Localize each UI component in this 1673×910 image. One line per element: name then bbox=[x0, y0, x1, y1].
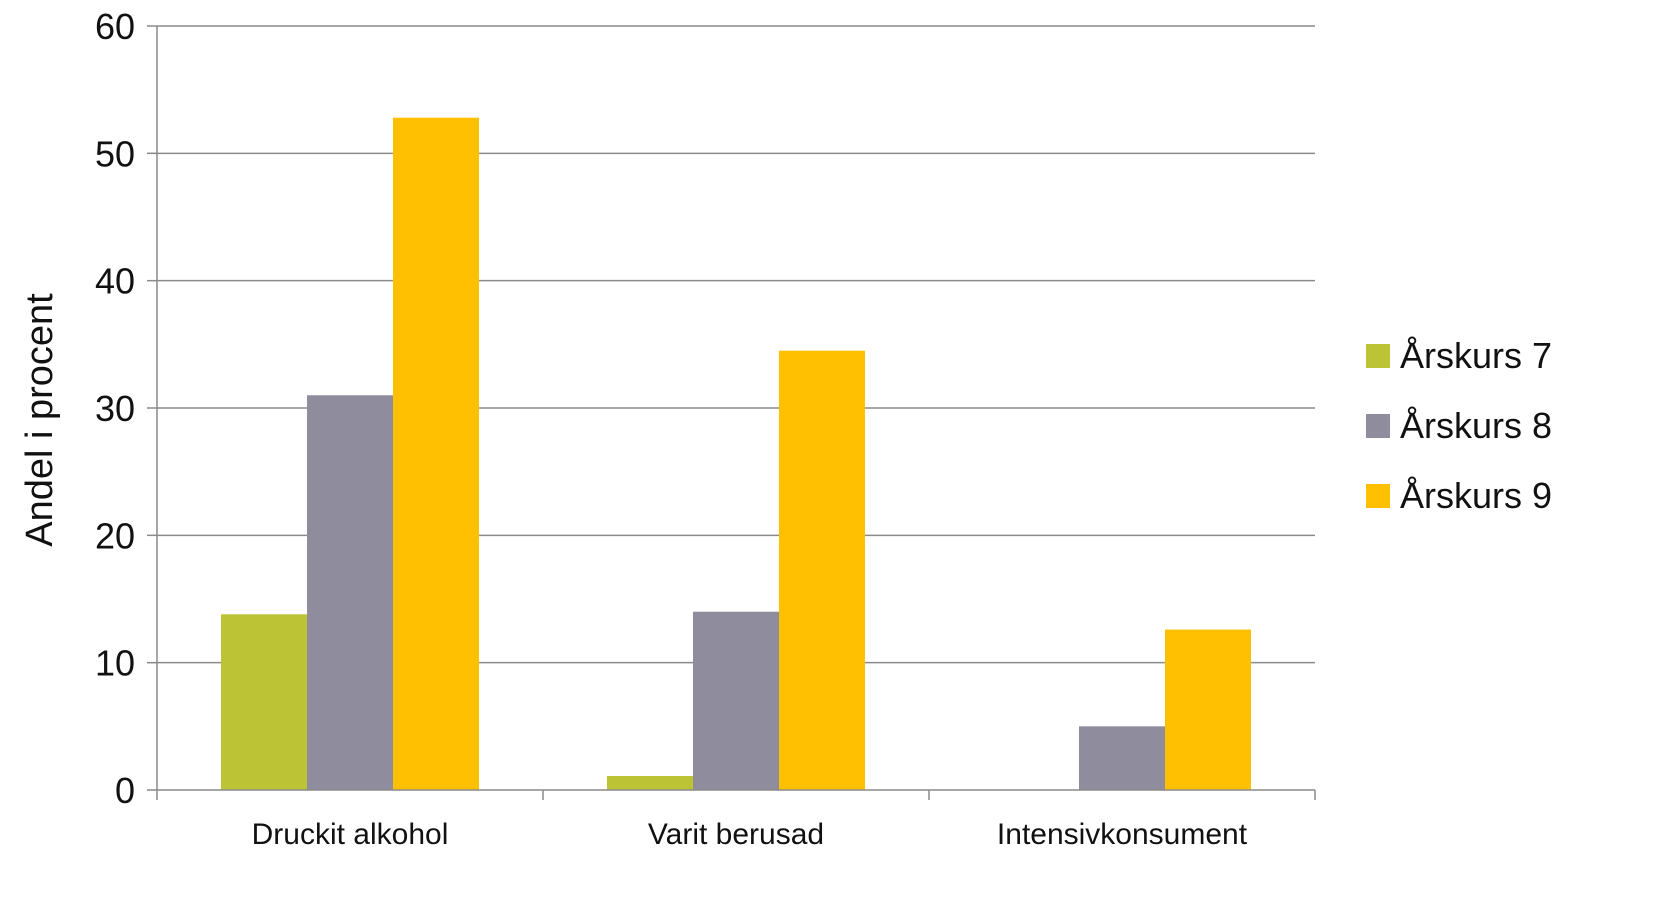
x-tick-label: Intensivkonsument bbox=[997, 818, 1248, 851]
bar-8-2 bbox=[1079, 726, 1165, 790]
bar-8-1 bbox=[693, 611, 779, 790]
bars bbox=[221, 117, 1251, 791]
legend: Årskurs 7 Årskurs 8 Årskurs 9 bbox=[1366, 335, 1552, 516]
legend-swatch bbox=[1366, 344, 1390, 368]
y-tick-label: 50 bbox=[95, 133, 135, 174]
bar-9-0 bbox=[393, 117, 479, 791]
bar-7-1 bbox=[607, 775, 693, 790]
axes bbox=[156, 26, 1316, 800]
x-tick-label: Varit berusad bbox=[648, 818, 824, 851]
y-tick-label: 0 bbox=[115, 770, 135, 811]
x-tick-labels: Druckit alkohol Varit berusad Intensivkons… bbox=[252, 818, 1248, 851]
y-tick-label: 30 bbox=[95, 388, 135, 429]
y-axis-title: Andel i procent bbox=[19, 293, 61, 547]
y-tick-label: 60 bbox=[95, 6, 135, 47]
legend-label: Årskurs 7 bbox=[1400, 335, 1552, 376]
bar-9-2 bbox=[1165, 629, 1251, 790]
y-tick-label: 40 bbox=[95, 261, 135, 302]
y-tick-labels: 0 10 20 30 40 50 60 bbox=[95, 6, 135, 811]
legend-label: Årskurs 9 bbox=[1400, 475, 1552, 516]
x-tick-label: Druckit alkohol bbox=[252, 818, 449, 851]
bar-7-0 bbox=[221, 614, 307, 790]
y-tick-label: 10 bbox=[95, 643, 135, 684]
legend-swatch bbox=[1366, 414, 1390, 438]
bar-8-0 bbox=[307, 395, 393, 790]
y-tick-label: 20 bbox=[95, 515, 135, 556]
bar-9-1 bbox=[779, 350, 865, 790]
legend-label: Årskurs 8 bbox=[1400, 405, 1552, 446]
legend-swatch bbox=[1366, 484, 1390, 508]
